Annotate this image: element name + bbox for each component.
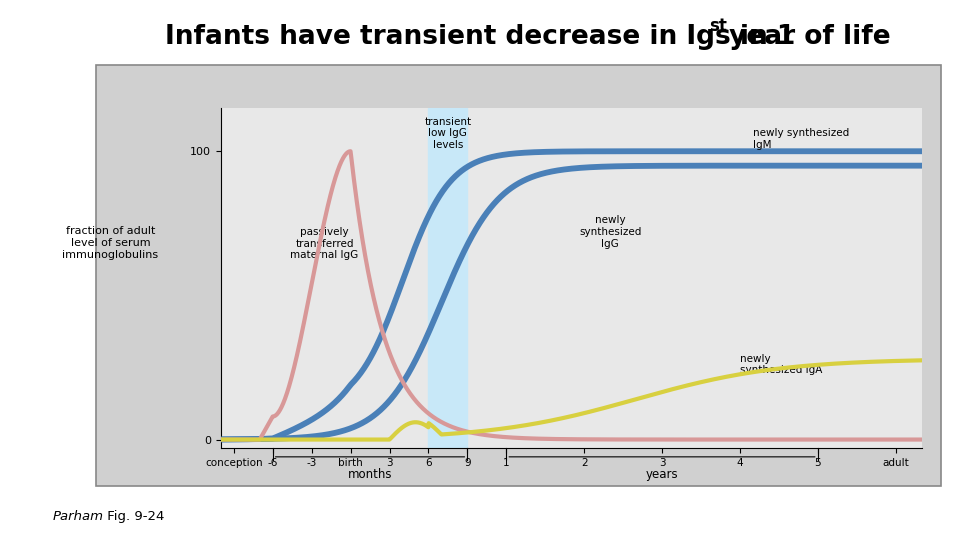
Text: newly
synthesized IgA: newly synthesized IgA	[740, 354, 823, 375]
Text: years: years	[646, 468, 679, 481]
Text: passively
transferred
maternal IgG: passively transferred maternal IgG	[291, 227, 359, 260]
Bar	[428, 108, 468, 448]
Text: fraction of adult
level of serum
immunoglobulins: fraction of adult level of serum immunog…	[62, 226, 158, 260]
Text: Fig. 9-24: Fig. 9-24	[103, 510, 164, 523]
Text: newly
synthesized
IgG: newly synthesized IgG	[579, 215, 641, 248]
Text: st: st	[709, 17, 728, 35]
Text: Infants have transient decrease in Igs in 1: Infants have transient decrease in Igs i…	[165, 24, 795, 50]
Text: Parham: Parham	[53, 510, 104, 523]
Text: newly synthesized
IgM: newly synthesized IgM	[753, 128, 850, 150]
Text: year of life: year of life	[720, 24, 891, 50]
Text: transient
low IgG
levels: transient low IgG levels	[424, 117, 471, 150]
Text: months: months	[348, 468, 393, 481]
